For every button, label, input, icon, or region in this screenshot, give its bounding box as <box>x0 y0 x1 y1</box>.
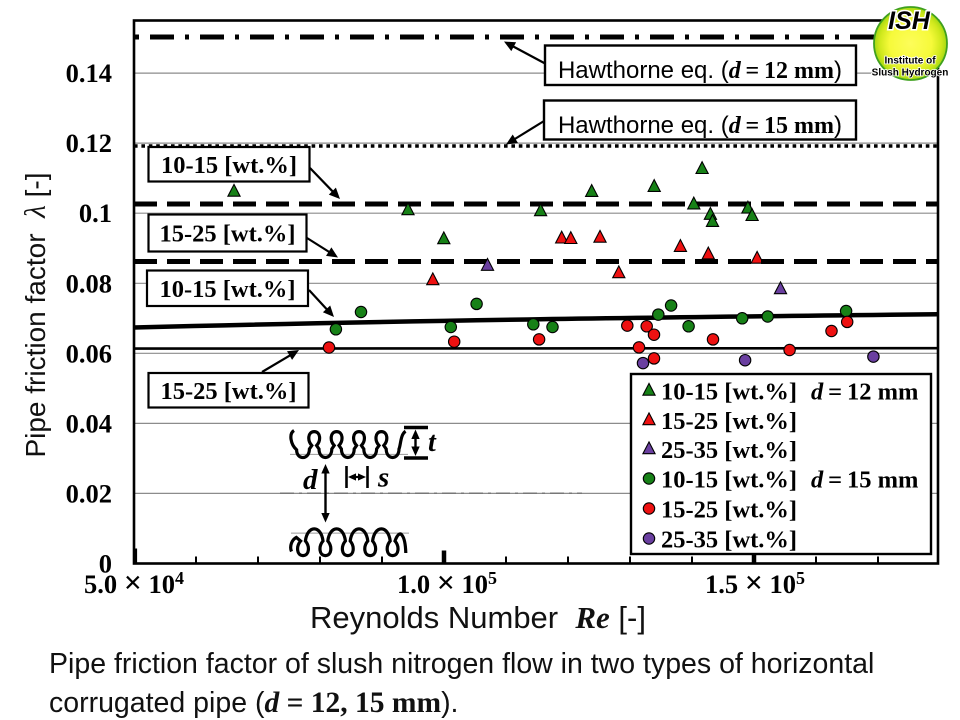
svg-text:d = 15 mm: d = 15 mm <box>811 467 918 494</box>
svg-text:15-25 [wt.%]: 15-25 [wt.%] <box>159 221 295 248</box>
svg-text:ISH: ISH <box>888 7 931 35</box>
svg-text:1.5 × 105: 1.5 × 105 <box>705 564 805 600</box>
svg-text:25-35 [wt.%]: 25-35 [wt.%] <box>661 437 797 464</box>
svg-text:corrugated pipe (d = 12, 15 mm: corrugated pipe (d = 12, 15 mm). <box>49 687 458 719</box>
svg-text:10-15 [wt.%]: 10-15 [wt.%] <box>661 379 797 406</box>
svg-text:d = 12 mm: d = 12 mm <box>811 379 918 406</box>
svg-text:Reynolds Number Re [-]: Reynolds Number Re [-] <box>310 600 646 635</box>
svg-text:d: d <box>303 464 318 496</box>
svg-text:15-25 [wt.%]: 15-25 [wt.%] <box>661 497 797 524</box>
svg-text:0: 0 <box>99 549 112 579</box>
svg-text:1.0 × 105: 1.0 × 105 <box>397 564 497 600</box>
svg-text:Hawthorne eq. (d = 12 mm): Hawthorne eq. (d = 12 mm) <box>558 57 842 84</box>
svg-text:Pipe friction factor of slush: Pipe friction factor of slush nitrogen f… <box>49 648 874 680</box>
svg-text:0.08: 0.08 <box>66 268 112 298</box>
svg-text:s: s <box>377 462 389 494</box>
svg-text:Pipe friction factor λ [-]: Pipe friction factor λ [-] <box>20 172 52 457</box>
svg-text:0.12: 0.12 <box>66 128 112 158</box>
svg-text:15-25 [wt.%]: 15-25 [wt.%] <box>160 378 296 405</box>
svg-text:0.04: 0.04 <box>66 408 112 438</box>
svg-text:10-15 [wt.%]: 10-15 [wt.%] <box>161 152 297 179</box>
svg-text:10-15 [wt.%]: 10-15 [wt.%] <box>159 276 295 303</box>
svg-text:0.06: 0.06 <box>66 338 112 368</box>
svg-text:0.02: 0.02 <box>66 478 112 508</box>
svg-text:10-15 [wt.%]: 10-15 [wt.%] <box>661 467 797 494</box>
svg-text:Slush Hydrogen: Slush Hydrogen <box>872 68 949 79</box>
svg-text:t: t <box>428 427 437 458</box>
svg-text:15-25 [wt.%]: 15-25 [wt.%] <box>661 408 797 435</box>
svg-text:Hawthorne eq. (d = 15 mm): Hawthorne eq. (d = 15 mm) <box>558 112 842 139</box>
svg-text:Institute of: Institute of <box>884 56 936 67</box>
svg-text:5.0 × 104: 5.0 × 104 <box>84 564 184 600</box>
svg-text:0.1: 0.1 <box>79 198 112 228</box>
svg-text:0.14: 0.14 <box>66 58 112 88</box>
svg-text:25-35 [wt.%]: 25-35 [wt.%] <box>661 527 797 554</box>
